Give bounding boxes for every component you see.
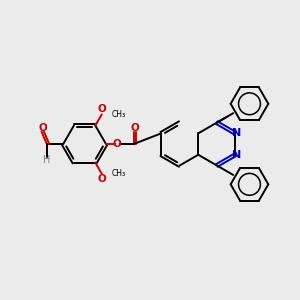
Text: N: N bbox=[232, 128, 242, 138]
Text: N: N bbox=[232, 150, 242, 160]
Text: O: O bbox=[130, 123, 139, 133]
Text: O: O bbox=[38, 123, 47, 133]
Text: CH₃: CH₃ bbox=[111, 110, 125, 119]
Text: O: O bbox=[113, 139, 122, 149]
Text: O: O bbox=[98, 104, 107, 114]
Text: H: H bbox=[43, 155, 51, 165]
Text: O: O bbox=[98, 174, 107, 184]
Text: CH₃: CH₃ bbox=[111, 169, 125, 178]
